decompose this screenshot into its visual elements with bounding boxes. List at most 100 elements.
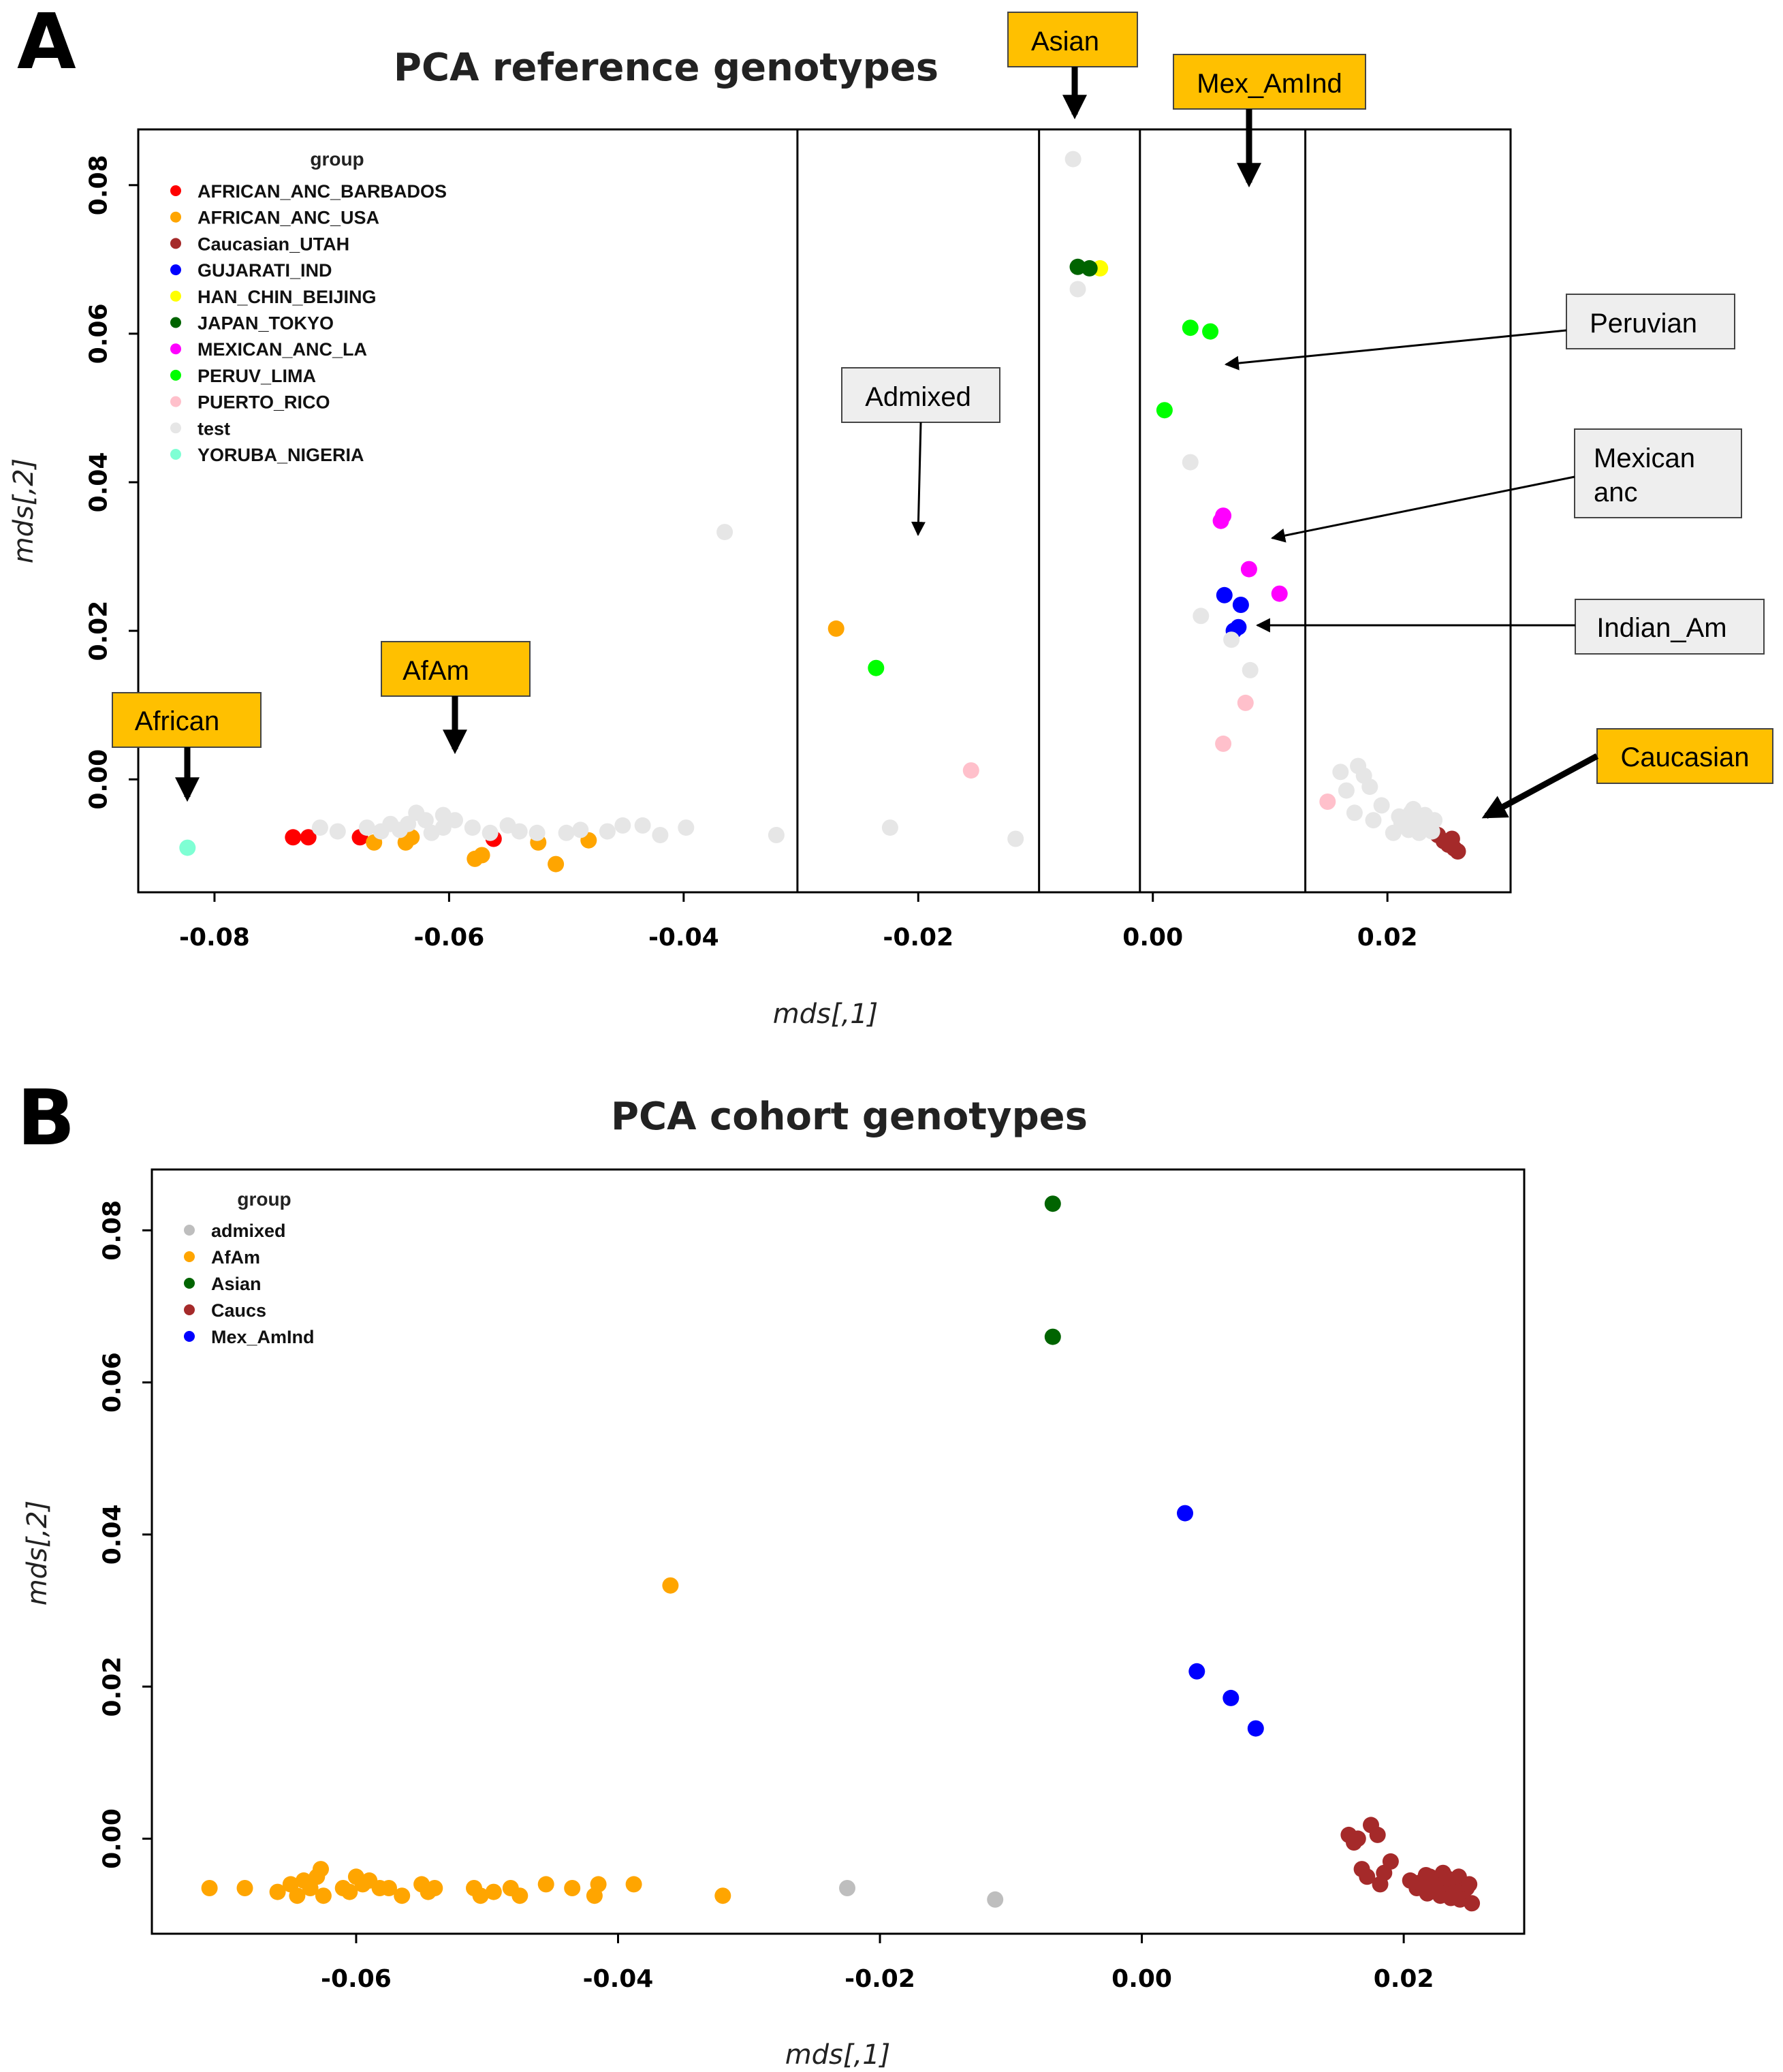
legend-swatch	[184, 1225, 195, 1236]
y-tick-label: 0.06	[99, 1352, 127, 1413]
annotation-mex-amind: Mex_AmInd	[1173, 54, 1366, 188]
annotation-african: African	[112, 692, 262, 802]
legend-item-asian: Asian	[184, 1274, 262, 1294]
x-tick-label: -0.02	[845, 1965, 915, 1993]
legend-swatch	[184, 1278, 195, 1289]
legend-item-mex-amind: Mex_AmInd	[184, 1327, 315, 1347]
data-point	[1044, 1195, 1061, 1212]
panel-b-letter: B	[17, 1074, 75, 1163]
annotation-mexican-anc-line-2: anc	[1594, 477, 1638, 507]
data-point	[511, 1887, 528, 1904]
data-point	[1182, 454, 1199, 471]
data-point	[1081, 260, 1098, 277]
series-test	[311, 151, 1443, 847]
legend-item-afam: AfAm	[184, 1247, 260, 1268]
data-point	[1319, 794, 1336, 810]
legend-item-caucs: Caucs	[184, 1300, 266, 1321]
series-mexican-anc-la	[1212, 507, 1288, 602]
data-point	[358, 819, 375, 836]
data-point	[868, 659, 885, 676]
data-point	[485, 1883, 502, 1900]
data-point	[1230, 618, 1247, 635]
legend-item-caucasian-utah: Caucasian_UTAH	[170, 234, 349, 254]
data-point	[482, 824, 499, 841]
data-point	[1461, 1876, 1478, 1893]
panel-a: A PCA reference genotypes -0.08 -0.06 -0.0…	[8, 0, 1773, 1030]
y-tick-label: 0.06	[85, 303, 113, 364]
annotation-admixed: Admixed	[841, 367, 1000, 537]
data-point	[381, 1880, 397, 1896]
data-point	[1223, 631, 1240, 648]
scatter-points-a	[179, 151, 1466, 873]
legend-item-puerto-rico: PUERTO_RICO	[170, 392, 330, 413]
region-divider-lines	[796, 129, 1307, 892]
legend-title-b: group	[237, 1189, 291, 1210]
series-mex-amind	[1177, 1505, 1264, 1737]
legend-label: AFRICAN_ANC_USA	[198, 208, 379, 228]
data-point	[1449, 843, 1466, 860]
data-point	[289, 1887, 306, 1904]
y-tick-label: 0.00	[99, 1808, 127, 1869]
legend-item-japan-tokyo: JAPAN_TOKYO	[170, 313, 334, 334]
data-point	[1365, 812, 1382, 829]
legend-label: AfAm	[211, 1247, 260, 1268]
svg-text:AfAm: AfAm	[403, 656, 469, 686]
data-point	[179, 839, 196, 856]
svg-text:African: African	[135, 706, 220, 736]
data-point	[1438, 1870, 1455, 1887]
y-tick-label: 0.04	[99, 1504, 127, 1565]
legend-label: Caucs	[211, 1300, 266, 1321]
annotation-indian-am: Indian_Am	[1255, 599, 1765, 655]
annotation-asian: Asian	[1007, 12, 1138, 120]
svg-text:Caucasian: Caucasian	[1620, 742, 1749, 772]
data-point	[499, 817, 516, 834]
legend-label: Asian	[211, 1274, 262, 1294]
panel-a-letter: A	[17, 0, 76, 87]
data-point	[1216, 586, 1233, 603]
legend-label: Mex_AmInd	[211, 1327, 315, 1347]
legend-swatch	[170, 396, 181, 407]
y-tick-label: 0.02	[99, 1657, 127, 1717]
y-axis-label-a: mds[,2]	[8, 458, 40, 564]
series-gujarati-ind	[1216, 586, 1249, 640]
data-point	[1372, 1876, 1389, 1893]
data-point	[373, 823, 390, 840]
chart-a-title: PCA reference genotypes	[394, 46, 938, 90]
legend-label: PUERTO_RICO	[198, 392, 330, 413]
data-point	[1271, 585, 1288, 602]
chart-b-title: PCA cohort genotypes	[611, 1095, 1088, 1139]
data-point	[678, 819, 695, 836]
y-tick-label: 0.02	[85, 601, 113, 661]
data-point	[1044, 1328, 1061, 1345]
data-point	[1232, 597, 1249, 613]
y-tick-label: 0.08	[85, 155, 113, 215]
data-point	[1202, 323, 1219, 340]
annotation-mexican-anc-line-1: Mexican	[1594, 443, 1695, 473]
legend-item-test: test	[170, 418, 230, 439]
svg-text:Indian_Am: Indian_Am	[1596, 613, 1726, 643]
svg-text:Mex_AmInd: Mex_AmInd	[1197, 69, 1342, 99]
data-point	[1346, 804, 1363, 821]
data-point	[1212, 512, 1229, 529]
legend-swatch	[184, 1331, 195, 1342]
legend-swatch	[184, 1304, 195, 1315]
data-point	[464, 819, 481, 836]
data-point	[564, 1880, 581, 1896]
legend-swatch	[170, 185, 181, 196]
data-point	[236, 1880, 253, 1896]
legend-item-african-anc-barbados: AFRICAN_ANC_BARBADOS	[170, 181, 447, 202]
legend-item-admixed: admixed	[184, 1221, 286, 1241]
data-point	[426, 1880, 443, 1896]
x-axis-label-a: mds[,1]	[773, 999, 879, 1030]
data-point	[1464, 1895, 1481, 1912]
data-point	[1064, 151, 1082, 168]
plot-frame-a	[137, 128, 1512, 894]
data-point	[599, 823, 616, 840]
data-point	[435, 806, 452, 823]
data-point	[1361, 779, 1378, 796]
data-point	[590, 1876, 607, 1893]
data-point	[716, 524, 733, 541]
data-point	[537, 1876, 554, 1893]
